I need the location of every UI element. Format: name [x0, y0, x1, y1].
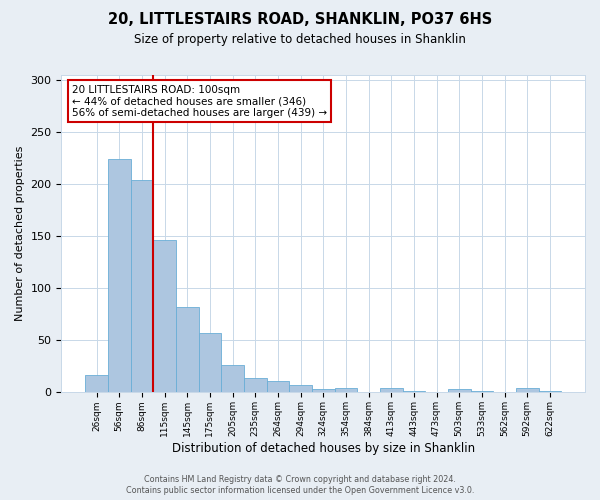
Text: Contains public sector information licensed under the Open Government Licence v3: Contains public sector information licen… [126, 486, 474, 495]
Bar [335, 388, 357, 392]
Bar [244, 378, 266, 392]
Bar [199, 333, 221, 392]
Bar [176, 307, 199, 392]
Bar [266, 381, 289, 392]
Bar [131, 180, 153, 392]
Text: 20 LITTLESTAIRS ROAD: 100sqm
← 44% of detached houses are smaller (346)
56% of s: 20 LITTLESTAIRS ROAD: 100sqm ← 44% of de… [72, 84, 327, 117]
Bar [312, 390, 335, 392]
Text: Contains HM Land Registry data © Crown copyright and database right 2024.: Contains HM Land Registry data © Crown c… [144, 475, 456, 484]
Bar [221, 366, 244, 392]
Bar [108, 160, 131, 392]
Bar [448, 390, 470, 392]
X-axis label: Distribution of detached houses by size in Shanklin: Distribution of detached houses by size … [172, 442, 475, 455]
Bar [289, 385, 312, 392]
Text: Size of property relative to detached houses in Shanklin: Size of property relative to detached ho… [134, 32, 466, 46]
Text: 20, LITTLESTAIRS ROAD, SHANKLIN, PO37 6HS: 20, LITTLESTAIRS ROAD, SHANKLIN, PO37 6H… [108, 12, 492, 28]
Y-axis label: Number of detached properties: Number of detached properties [15, 146, 25, 322]
Bar [380, 388, 403, 392]
Bar [85, 374, 108, 392]
Bar [516, 388, 539, 392]
Bar [153, 240, 176, 392]
